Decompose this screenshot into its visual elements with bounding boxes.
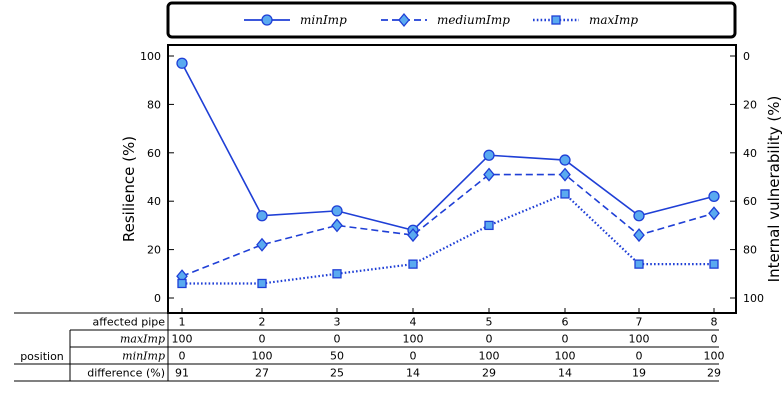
data-point-minImp (256, 210, 268, 222)
table-cell: 100 (555, 350, 576, 363)
data-point-minImp (559, 154, 571, 166)
table-cell: 91 (175, 367, 189, 380)
table-cell: 3 (334, 316, 341, 329)
series-line-maxImp (182, 192, 714, 285)
table-row-label: difference (%) (87, 367, 165, 380)
y2-tick-label: 40 (743, 147, 757, 160)
series-mediumImp (176, 167, 720, 284)
legend: minImp mediumImp maxImp (166, 1, 737, 39)
table-cell: 100 (252, 350, 273, 363)
table-cell: 14 (558, 367, 572, 380)
table-cell: 0 (334, 333, 341, 346)
data-point-mediumImp (633, 228, 645, 243)
series-group (176, 57, 720, 289)
table-cell: 5 (486, 316, 493, 329)
y-axis-label: Resilience (%) (120, 136, 138, 242)
table-cell: 0 (179, 350, 186, 363)
table-cell: 25 (330, 367, 344, 380)
data-point-maxImp (408, 259, 418, 269)
legend-label-maxImp: maxImp (589, 13, 638, 27)
series-line-mediumImp (181, 173, 715, 277)
data-point-mediumImp (483, 167, 495, 182)
table-cell: 100 (172, 333, 193, 346)
y2-tick-label: 20 (743, 98, 757, 111)
data-point-maxImp (177, 278, 187, 289)
table-cell: 100 (403, 333, 424, 346)
data-point-minImp (331, 205, 343, 217)
data-point-mediumImp (708, 206, 720, 221)
legend-label-mediumImp: mediumImp (437, 13, 510, 27)
data-point-maxImp (484, 220, 494, 231)
table-cell: 14 (406, 367, 420, 380)
data-point-minImp (483, 149, 495, 161)
table-cell: 4 (410, 316, 417, 329)
y-tick-label: 60 (147, 147, 161, 160)
table-cell: 50 (330, 350, 344, 363)
y2-tick-label: 100 (743, 292, 764, 305)
legend-marker-maxImp (551, 15, 561, 25)
table-cell: 100 (629, 333, 650, 346)
table-cell: 29 (482, 367, 496, 380)
table-cell: 0 (711, 333, 718, 346)
data-point-maxImp (634, 259, 644, 269)
data-point-mediumImp (407, 228, 419, 243)
table-cell: 1 (179, 316, 186, 329)
table-cell: 100 (704, 350, 725, 363)
table-cell: 19 (632, 367, 646, 380)
table-row-label: affected pipe (93, 316, 166, 329)
data-point-maxImp (560, 189, 570, 199)
y-tick-label: 100 (140, 50, 161, 63)
y-tick-label: 20 (147, 244, 161, 257)
table-cell: 0 (259, 333, 266, 346)
series-minImp (176, 57, 720, 236)
data-point-minImp (708, 190, 720, 203)
table-cell: 0 (410, 350, 417, 363)
axis-ticks: 0 20 40 60 80 100 0 20 40 60 80 100 (140, 50, 764, 313)
data-point-maxImp (257, 278, 267, 289)
data-point-maxImp (332, 269, 342, 279)
y2-tick-label: 80 (743, 244, 757, 257)
table-cell: 29 (707, 367, 721, 380)
table-cell: 7 (636, 316, 643, 329)
table-row-label: maxImp (120, 333, 165, 346)
y2-axis-label: Internal vulnerability (%) (765, 96, 783, 283)
table-cell: 8 (711, 316, 718, 329)
plot-frame (167, 44, 737, 314)
table-cell: 0 (486, 333, 493, 346)
legend-marker-mediumImp (398, 12, 410, 28)
y2-tick-label: 0 (743, 50, 750, 63)
y2-tick-label: 60 (743, 195, 757, 208)
legend-label-minImp: minImp (300, 13, 347, 27)
y-tick-label: 80 (147, 98, 161, 111)
table-cell: 0 (562, 333, 569, 346)
data-point-mediumImp (256, 237, 268, 252)
y-tick-label: 40 (147, 195, 161, 208)
table-cell: 27 (255, 367, 269, 380)
table-cell: 2 (259, 316, 266, 329)
table-cell: 100 (479, 350, 500, 363)
table-row-label: minImp (122, 350, 165, 363)
position-table: position affected pipe 1 2 3 4 5 6 7 8 maxImp 100 0 0… (14, 312, 725, 382)
data-point-minImp (176, 57, 188, 69)
table-group-label: position (20, 350, 64, 363)
data-point-mediumImp (331, 218, 343, 233)
data-point-maxImp (709, 259, 719, 269)
series-line-minImp (181, 62, 715, 232)
y-tick-label: 0 (154, 292, 161, 305)
legend-marker-minImp (261, 14, 273, 26)
table-cell: 6 (562, 316, 569, 329)
table-cell: 0 (636, 350, 643, 363)
legend-frame (166, 1, 737, 39)
data-point-minImp (633, 210, 645, 222)
data-point-mediumImp (559, 167, 571, 182)
series-maxImp (177, 189, 719, 289)
